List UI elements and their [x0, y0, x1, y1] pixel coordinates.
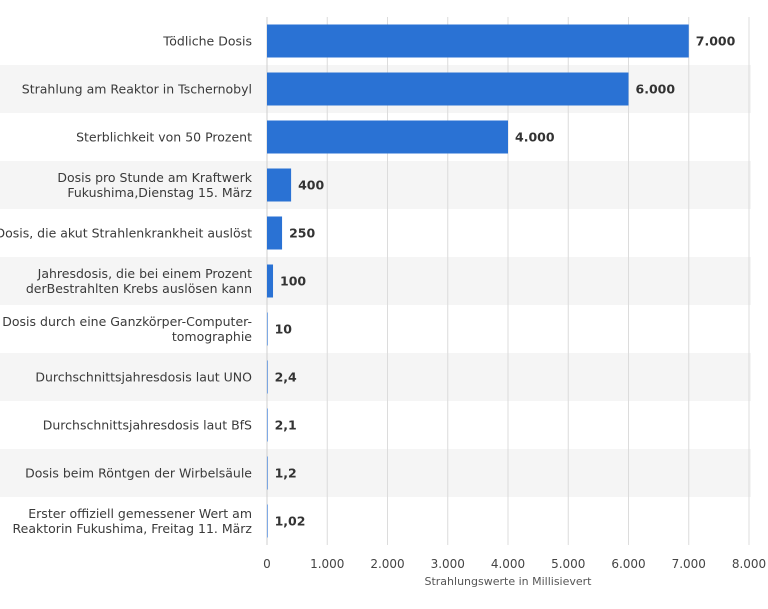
category-label: Durchschnittsjahresdosis laut BfS — [43, 418, 252, 433]
x-axis-ticks: 0 1.000 2.000 3.000 4.000 5.000 6.000 7.000 8.00… — [263, 557, 766, 571]
category-label: Durchschnittsjahresdosis laut UNO — [35, 370, 252, 385]
value-label: 4.000 — [515, 130, 555, 145]
x-tick-label: 7.000 — [672, 557, 706, 571]
x-tick-label: 6.000 — [611, 557, 645, 571]
category-label: Sterblichkeit von 50 Prozent — [76, 130, 252, 145]
bar — [267, 504, 268, 538]
value-label: 400 — [298, 178, 324, 193]
row-stripe — [0, 257, 751, 305]
category-label: Dosis pro Stunde am Kraftwerk Fukushima,D… — [57, 170, 252, 200]
category-label: Jahresdosis, die bei einem Prozent derBes… — [26, 266, 252, 296]
category-label: Erster offiziell gemessener Wert am Reakt… — [13, 506, 253, 536]
x-tick-label: 2.000 — [370, 557, 404, 571]
bar — [267, 360, 268, 394]
x-tick-label: 1.000 — [310, 557, 344, 571]
bar — [267, 216, 283, 250]
bar — [267, 408, 268, 442]
bar — [267, 120, 508, 154]
bar — [267, 456, 268, 490]
x-tick-label: 0 — [263, 557, 271, 571]
value-label: 2,4 — [275, 370, 297, 385]
row-stripe — [0, 449, 751, 497]
x-tick-label: 3.000 — [431, 557, 465, 571]
x-tick-label: 4.000 — [491, 557, 525, 571]
category-label: Dosis beim Röntgen der Wirbelsäule — [25, 466, 252, 481]
value-label: 10 — [275, 322, 293, 337]
value-label: 1,02 — [275, 514, 306, 529]
row-stripe — [0, 161, 751, 209]
x-tick-label: 5.000 — [551, 557, 585, 571]
bar — [267, 312, 268, 346]
value-label: 100 — [280, 274, 306, 289]
bar — [267, 264, 274, 298]
value-label: 7.000 — [696, 34, 736, 49]
x-tick-label: 8.000 — [732, 557, 766, 571]
bar — [267, 72, 629, 106]
category-labels: Tödliche Dosis Strahlung am Reaktor in Ts… — [0, 34, 253, 537]
value-label: 6.000 — [636, 82, 676, 97]
category-label: Dosis, die akut Strahlenkrankheit auslös… — [0, 226, 252, 241]
bar — [267, 24, 689, 58]
category-label: Dosis durch eine Ganzkörper-Computer-tom… — [2, 314, 252, 344]
row-stripes — [0, 65, 751, 497]
x-axis-title: Strahlungswerte in Millisievert — [424, 575, 592, 588]
value-label: 250 — [289, 226, 315, 241]
category-label: Strahlung am Reaktor in Tschernobyl — [22, 82, 252, 97]
row-stripe — [0, 353, 751, 401]
bars — [267, 24, 689, 538]
category-label: Tödliche Dosis — [162, 34, 252, 49]
bar — [267, 168, 292, 202]
value-label: 2,1 — [275, 418, 297, 433]
value-label: 1,2 — [275, 466, 297, 481]
value-labels: 7.000 6.000 4.000 400 250 100 10 2,4 2,1 1,2 1,02 — [275, 34, 736, 529]
